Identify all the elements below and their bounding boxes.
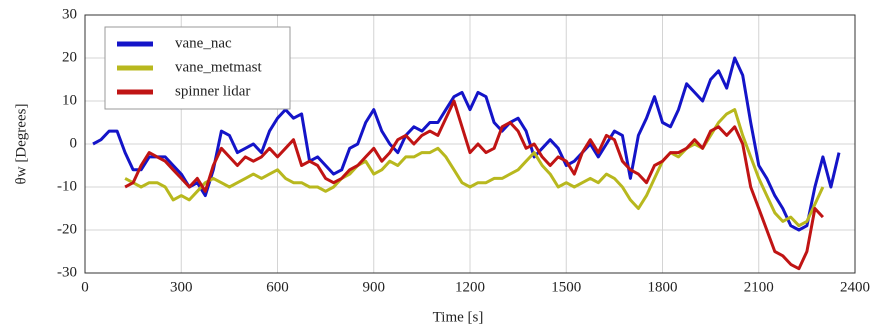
legend-label: spinner lidar bbox=[175, 83, 250, 99]
plot-frame bbox=[84, 14, 856, 274]
x-axis-label: Time [s] bbox=[433, 309, 484, 325]
y-tick-label: -10 bbox=[57, 178, 77, 194]
y-tick-label: 10 bbox=[62, 92, 77, 108]
x-tick-label: 0 bbox=[81, 279, 89, 295]
x-tick-label: 1800 bbox=[648, 279, 678, 295]
x-tick-label: 300 bbox=[170, 279, 193, 295]
data-line bbox=[92, 56, 841, 232]
x-tick-label: 2400 bbox=[840, 279, 870, 295]
x-tick-label: 1200 bbox=[455, 279, 485, 295]
y-axis-label: θw [Degrees] bbox=[13, 104, 29, 185]
data-line bbox=[124, 99, 824, 271]
x-tick-label: 1500 bbox=[551, 279, 581, 295]
y-tick-label: -30 bbox=[57, 264, 77, 280]
legend-label: vane_nac bbox=[175, 35, 232, 51]
y-tick-label: 0 bbox=[70, 135, 78, 151]
y-tick-label: 30 bbox=[62, 6, 77, 22]
x-tick-label: 600 bbox=[266, 279, 289, 295]
y-tick-label: 20 bbox=[62, 49, 77, 65]
x-tick-label: 900 bbox=[363, 279, 386, 295]
legend-label: vane_metmast bbox=[175, 59, 262, 75]
y-tick-label: -20 bbox=[57, 221, 77, 237]
x-tick-label: 2100 bbox=[744, 279, 774, 295]
